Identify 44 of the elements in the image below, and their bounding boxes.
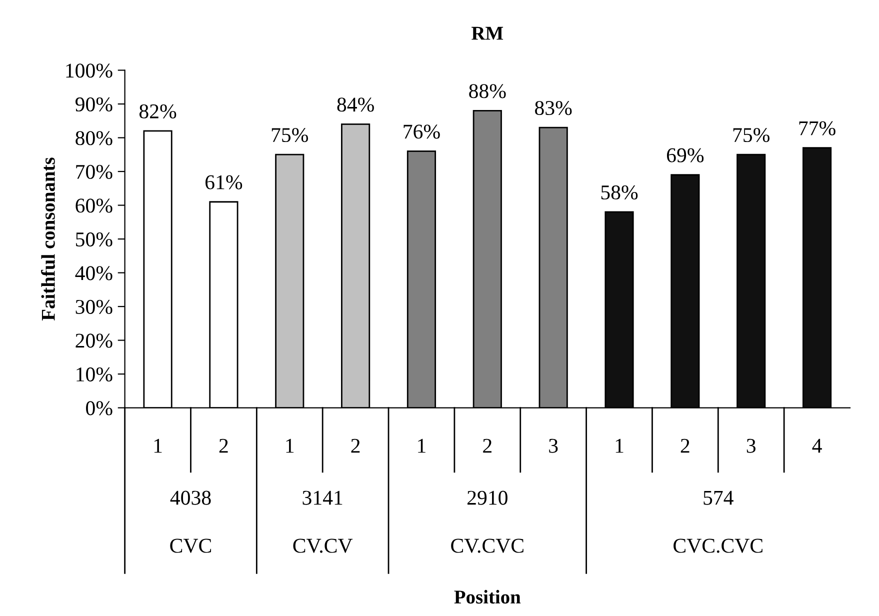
y-tick-label: 90% (75, 97, 112, 112)
x-tick-label: 1 (616, 438, 624, 453)
data-label: 84% (337, 98, 374, 112)
y-tick-label: 70% (76, 164, 112, 179)
x-tick-label: 1 (286, 438, 294, 453)
text: 4038 (170, 490, 211, 505)
x-tick-label: 4 (812, 438, 822, 453)
y-tick-label: 10% (76, 367, 112, 382)
x-tick-label: 2 (483, 438, 492, 453)
y-tick-label: 50% (76, 232, 112, 247)
x-tick-label: 1 (154, 438, 162, 453)
data-label: 75% (733, 128, 770, 142)
data-label: 83% (535, 100, 572, 116)
y-tick-label: 30% (76, 300, 112, 314)
text: Position (454, 590, 521, 604)
x-tick-label: 2 (680, 438, 690, 453)
y-tick-label: 100% (66, 64, 112, 78)
x-tick-label: 2 (219, 438, 228, 453)
data-label: 76% (404, 124, 440, 139)
y-tick-label: 80% (76, 131, 112, 146)
y-tick-label: 20% (76, 334, 112, 348)
y-tick-label: 40% (75, 266, 112, 280)
y-axis-title: Faithful consonants (41, 158, 55, 321)
data-label: 58% (601, 185, 638, 200)
data-label: 61% (206, 175, 242, 190)
data-label: 88% (469, 84, 506, 98)
y-tick-label: 60% (76, 198, 112, 213)
data-label: 77% (799, 121, 836, 136)
text: CVC (170, 538, 212, 553)
text: CV.CV (293, 538, 353, 553)
text: CV.CVC (451, 538, 524, 553)
x-tick-label: 2 (351, 438, 360, 453)
text: 2910 (467, 490, 508, 505)
data-label: 82% (139, 104, 176, 118)
x-tick-label: 1 (418, 438, 426, 453)
text: 574 (704, 490, 734, 505)
x-tick-label: 3 (746, 438, 756, 453)
data-label: 69% (666, 148, 704, 162)
data-label: 75% (272, 128, 308, 142)
text: 3141 (302, 490, 342, 505)
x-tick-label: 3 (549, 438, 558, 453)
chart-title: RM (472, 26, 504, 40)
text: CVC.CVC (674, 538, 762, 553)
y-tick-label: 0% (86, 401, 112, 416)
